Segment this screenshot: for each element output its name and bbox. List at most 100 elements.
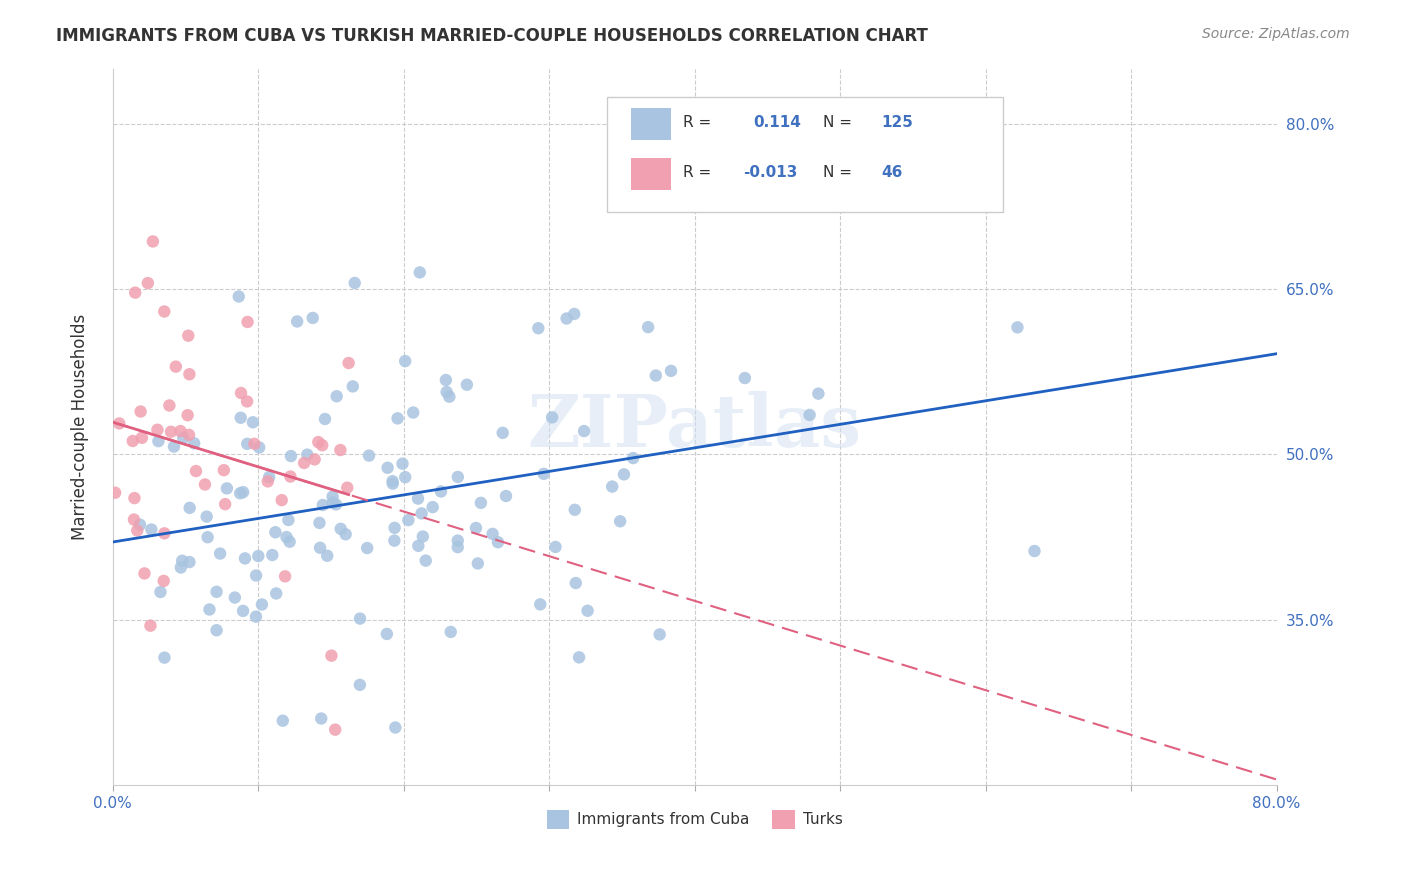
Point <box>659 364 682 378</box>
Text: R =: R = <box>683 115 716 129</box>
Point <box>314 412 336 426</box>
Point <box>447 540 470 554</box>
Point <box>342 379 364 393</box>
Point <box>271 714 294 728</box>
Point <box>297 448 319 462</box>
Point <box>233 551 256 566</box>
Point <box>322 495 344 509</box>
Point <box>337 356 360 370</box>
Text: 46: 46 <box>882 165 903 180</box>
Point <box>209 547 232 561</box>
Point <box>131 431 153 445</box>
Point <box>177 428 200 442</box>
Point <box>136 276 159 290</box>
Y-axis label: Married-couple Households: Married-couple Households <box>72 314 89 540</box>
Point <box>467 557 489 571</box>
Point <box>529 598 551 612</box>
Text: N =: N = <box>823 165 856 180</box>
Point <box>307 435 329 450</box>
Point <box>152 574 174 588</box>
Point <box>292 456 315 470</box>
Point <box>644 368 666 383</box>
Point <box>323 723 346 737</box>
Point <box>309 712 332 726</box>
Point <box>447 470 470 484</box>
Point <box>533 467 555 481</box>
Point <box>456 377 478 392</box>
Point <box>325 389 347 403</box>
Point <box>277 513 299 527</box>
Point <box>576 604 599 618</box>
FancyBboxPatch shape <box>607 97 1002 211</box>
Point <box>274 569 297 583</box>
Point <box>228 289 250 303</box>
Point <box>387 411 409 425</box>
Point <box>198 602 221 616</box>
Point <box>304 452 326 467</box>
Point <box>124 285 146 300</box>
Point <box>256 475 278 489</box>
Point <box>195 509 218 524</box>
Point <box>381 476 404 491</box>
Point <box>609 514 631 528</box>
Point <box>285 314 308 328</box>
Point <box>270 493 292 508</box>
Point <box>412 529 434 543</box>
Legend: Immigrants from Cuba, Turks: Immigrants from Cuba, Turks <box>540 804 849 835</box>
Point <box>169 424 191 438</box>
Point <box>384 533 406 548</box>
Text: 125: 125 <box>882 115 912 129</box>
Point <box>1007 320 1029 334</box>
Point <box>396 513 419 527</box>
Point <box>411 507 433 521</box>
Point <box>555 311 578 326</box>
Point <box>121 434 143 448</box>
Point <box>264 525 287 540</box>
Point <box>322 490 344 504</box>
Point <box>236 394 259 409</box>
Point <box>257 470 280 484</box>
Point <box>336 481 359 495</box>
Point <box>439 390 461 404</box>
Text: ZIPatlas: ZIPatlas <box>527 392 862 462</box>
Point <box>562 307 585 321</box>
Point <box>153 650 176 665</box>
Point <box>301 310 323 325</box>
Point <box>349 611 371 625</box>
Point <box>129 517 152 532</box>
Point <box>486 535 509 549</box>
Point <box>565 576 588 591</box>
Point <box>242 415 264 429</box>
Point <box>357 449 380 463</box>
Point <box>212 463 235 477</box>
Point <box>544 540 567 554</box>
Point <box>1024 544 1046 558</box>
Point <box>214 497 236 511</box>
Point <box>436 385 458 400</box>
Point <box>648 627 671 641</box>
Point <box>335 527 357 541</box>
Point <box>470 496 492 510</box>
Point <box>245 609 267 624</box>
Point <box>247 441 270 455</box>
Point <box>572 424 595 438</box>
Point <box>153 304 176 318</box>
Point <box>262 548 284 562</box>
Point <box>229 410 252 425</box>
Point <box>176 408 198 422</box>
Point <box>492 425 515 440</box>
Point <box>349 678 371 692</box>
Point <box>122 512 145 526</box>
Point <box>236 315 259 329</box>
FancyBboxPatch shape <box>631 158 672 190</box>
Point <box>179 368 201 382</box>
Point <box>127 524 149 538</box>
Point <box>447 533 470 548</box>
Point <box>264 586 287 600</box>
Point <box>124 491 146 505</box>
Point <box>141 523 163 537</box>
Point <box>172 431 194 445</box>
Point <box>139 618 162 632</box>
Point <box>245 568 267 582</box>
Point <box>799 408 821 422</box>
